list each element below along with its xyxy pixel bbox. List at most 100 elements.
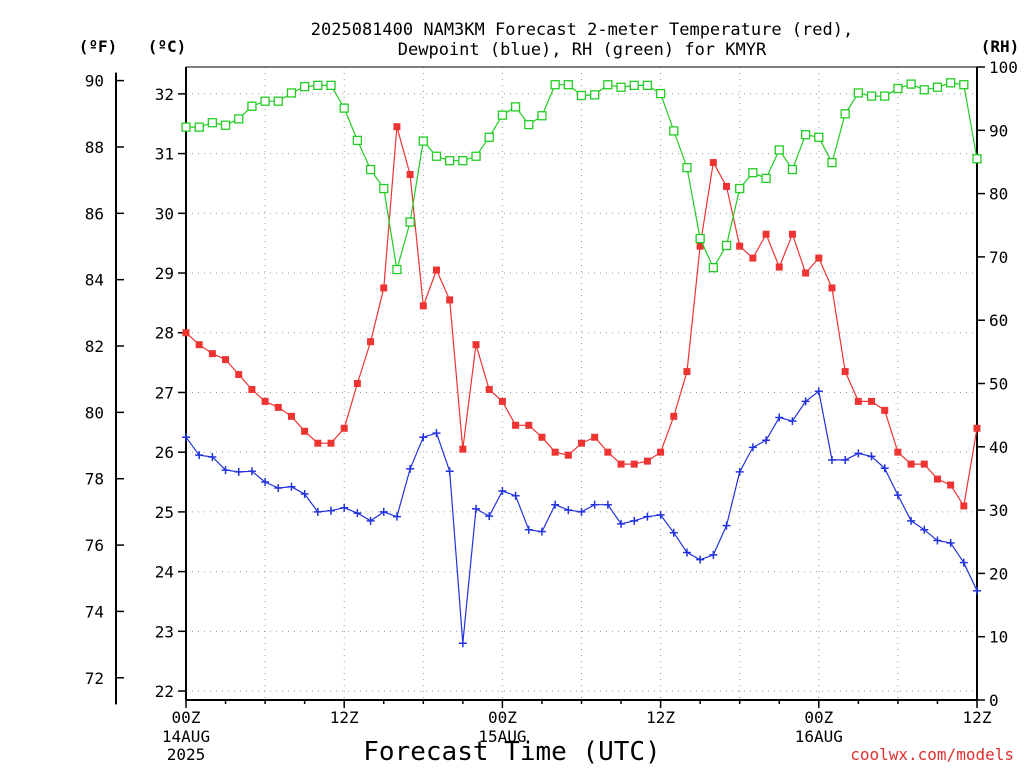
rh-tick-label: 70	[989, 248, 1008, 267]
rh-point	[959, 80, 969, 90]
dewpoint-point	[854, 449, 863, 458]
dewpoint-point	[551, 500, 560, 509]
dewpoint-point	[907, 516, 916, 525]
dewpoint-point	[893, 491, 902, 500]
dewpoint-point	[261, 478, 270, 487]
temperature-point	[894, 448, 902, 456]
dewpoint-point	[669, 528, 678, 537]
temperature-point	[643, 457, 651, 465]
rh-point	[234, 114, 244, 124]
rh-point	[524, 119, 534, 130]
rh-point	[326, 80, 336, 91]
rh-tick-label: 50	[989, 375, 1008, 394]
dewpoint-point	[630, 516, 639, 525]
temperature-point	[287, 412, 295, 420]
dewpoint-point	[195, 451, 204, 460]
dewpoint-point	[959, 558, 968, 567]
celsius-tick-label: 25	[155, 503, 174, 522]
temperature-point	[657, 448, 665, 456]
rh-point	[814, 132, 824, 142]
dewpoint-point	[274, 484, 283, 493]
rh-point	[708, 263, 718, 273]
tick-labels: 22 23 24 25 26 27 28 29 30 31 32 72 74 76 78 80 82 84 86 88…	[85, 58, 1018, 764]
dewpoint-point	[827, 455, 836, 464]
temperature-point	[578, 439, 585, 447]
time-tick-label: 00Z	[488, 708, 517, 727]
rh-point	[642, 80, 653, 91]
celsius-tick-label: 32	[155, 85, 174, 104]
celsius-tick-label: 26	[155, 443, 174, 462]
dewpoint-point	[537, 527, 546, 536]
date-tick-label: 14AUG	[162, 727, 210, 746]
temperature-point	[617, 460, 625, 468]
temperature-point	[868, 397, 876, 405]
x-axis-title: Forecast Time (UTC)	[363, 737, 660, 767]
rh-point	[418, 136, 428, 146]
fahrenheit-unit-label: (ºF)	[79, 37, 118, 56]
rh-tick-label: 90	[989, 121, 1008, 140]
temperature-point	[881, 406, 889, 414]
temperature-point	[512, 421, 520, 429]
rh-tick-label: 100	[989, 58, 1018, 77]
celsius-unit-label: (ºC)	[148, 37, 187, 56]
dewpoint-point	[182, 433, 190, 442]
fahrenheit-tick-label: 72	[85, 669, 104, 688]
dewpoint-point	[353, 509, 362, 518]
date-tick-label: 16AUG	[795, 727, 843, 746]
dewpoint-point	[590, 500, 599, 509]
axes	[115, 66, 985, 708]
dewpoint-point	[762, 436, 771, 445]
celsius-tick-label: 31	[155, 145, 174, 164]
rh-point	[721, 240, 732, 251]
temperature-point	[551, 448, 559, 456]
temperature-point	[749, 254, 757, 262]
rh-point	[392, 264, 402, 275]
rh-tick-label: 10	[989, 628, 1008, 647]
rh-point	[497, 110, 508, 120]
rh-point	[405, 217, 415, 227]
rh-point	[827, 157, 837, 168]
time-tick-label: 00Z	[804, 708, 833, 727]
dewpoint-point	[801, 397, 810, 406]
temperature-point	[195, 341, 203, 349]
temperature-point	[472, 341, 480, 349]
celsius-tick-label: 22	[155, 682, 174, 701]
temperature-point	[446, 296, 454, 304]
rh-point	[247, 101, 257, 111]
dewpoint-point	[327, 506, 336, 515]
temperature-point	[696, 242, 704, 250]
rh-point	[932, 82, 943, 92]
temperature-point	[327, 439, 335, 447]
rh-point	[260, 96, 270, 106]
time-tick-label: 00Z	[172, 708, 201, 727]
rh-point	[682, 162, 692, 173]
rh-point	[299, 81, 310, 92]
temperature-point	[261, 397, 269, 405]
temperature-point	[802, 269, 810, 277]
dewpoint-point	[511, 491, 520, 500]
celsius-tick-label: 23	[155, 622, 174, 641]
temperature-point	[604, 448, 612, 456]
temperature-point	[340, 424, 348, 432]
rh-point	[761, 173, 771, 184]
dewpoint-point	[788, 417, 797, 426]
rh-point	[945, 78, 956, 88]
rh-point	[866, 91, 877, 101]
rh-point	[194, 122, 204, 132]
time-tick-label: 12Z	[646, 708, 675, 727]
temperature-point	[564, 451, 572, 459]
dewpoint-point	[392, 512, 401, 521]
rh-point	[774, 145, 784, 155]
dewpoint-point	[221, 466, 230, 475]
dewpoint-point	[603, 500, 612, 509]
temperature-point	[670, 412, 678, 420]
rh-point	[735, 183, 745, 194]
temperature-point	[301, 427, 309, 435]
chart-title-line-2: Dewpoint (blue), RH (green) for KMYR	[398, 40, 767, 60]
celsius-tick-label: 28	[155, 324, 174, 343]
dewpoint-point	[432, 429, 441, 438]
dewpoint-point	[577, 507, 586, 516]
temperature-point	[933, 475, 941, 483]
temperature-point	[828, 284, 836, 292]
